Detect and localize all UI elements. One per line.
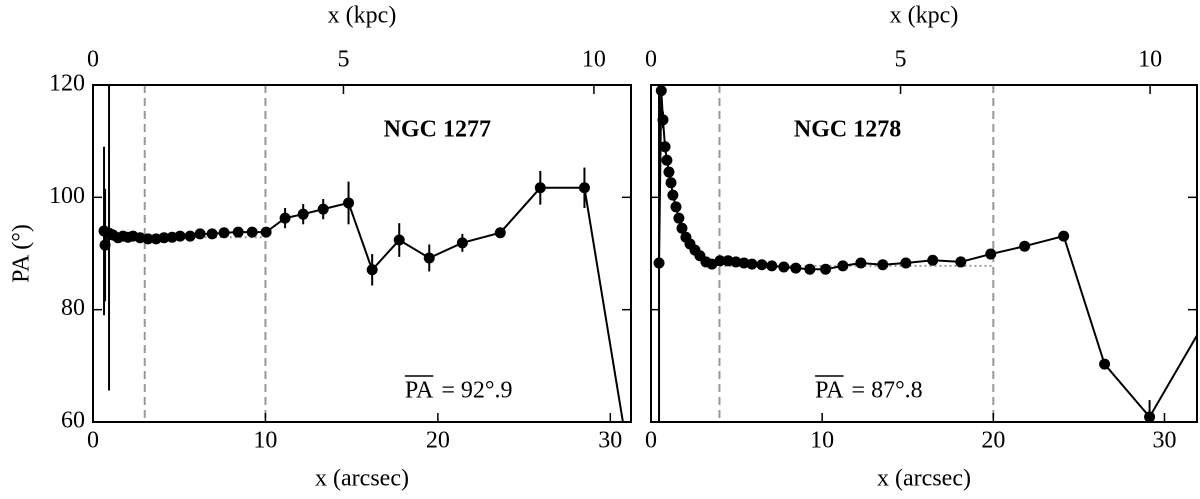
data-point [766,260,778,272]
data-point [673,212,685,224]
x-axis-label: x (arcsec) [877,466,971,492]
data-point [366,264,378,276]
x-tick-label: 10 [810,428,834,454]
data-point [142,233,154,245]
data-line [658,90,1197,419]
data-point [756,259,768,271]
data-point [456,237,468,249]
y-tick-label: 100 [49,183,85,209]
panel-title: NGC 1277 [384,117,491,143]
data-point [655,85,667,97]
mean-symbol: PA [405,378,434,404]
plot-area [653,85,1197,422]
x2-tick-label: 10 [1138,47,1162,73]
data-point [663,166,675,178]
data-point [746,258,758,270]
data-point [877,259,889,271]
data-point [665,177,677,189]
data-point [218,227,230,239]
mean-value: = 92°.9 [441,378,512,404]
data-point [1099,358,1111,370]
x-axis-label: x (arcsec) [315,466,409,492]
data-point [790,262,802,274]
data-point [1058,230,1070,242]
frame [650,84,1198,423]
data-point [1144,411,1156,422]
x-tick-label: 20 [426,428,450,454]
data-point [393,234,405,246]
data-point [279,212,291,224]
data-point [534,182,546,194]
data-point [676,222,688,234]
x2-tick-label: 5 [337,47,349,73]
y-tick-label: 80 [61,295,85,321]
data-point [837,260,849,272]
data-point [206,228,218,240]
x-tick-label: 0 [87,428,99,454]
data-line [103,186,624,422]
panel-title: NGC 1278 [794,117,901,143]
data-point [714,255,726,267]
data-point [494,227,506,239]
data-point [670,201,682,213]
data-point [927,254,939,266]
data-point [158,232,170,244]
data-point [667,189,679,201]
data-point [578,182,590,194]
data-point [423,252,435,264]
x2-axis-label: x (kpc) [328,3,397,29]
data-point [659,141,671,153]
data-point [99,239,111,251]
data-point [343,197,355,209]
mean-symbol: PA [815,378,844,404]
plot-area [98,85,633,456]
data-point [653,257,665,269]
data-point [194,228,206,240]
x-tick-label: 30 [1152,428,1176,454]
data-point [955,256,967,268]
data-point [661,154,673,166]
data-point [985,248,997,260]
frame [92,84,632,423]
y-tick-label: 60 [61,408,85,434]
data-point [317,203,329,215]
data-point [174,230,186,242]
data-point [622,445,633,456]
data-point [260,226,272,238]
x-tick-label: 20 [981,428,1005,454]
y-axis-label: PA (°) [9,224,35,283]
x2-tick-label: 5 [895,47,907,73]
data-point [232,226,244,238]
data-point [657,114,669,126]
data-point [900,257,912,269]
data-point [820,263,832,275]
x-tick-label: 30 [598,428,622,454]
x-tick-label: 0 [645,428,657,454]
y-tick-label: 120 [49,71,85,97]
data-point [297,208,309,220]
data-point [804,263,816,275]
data-point [855,257,867,269]
x2-tick-label: 10 [582,47,606,73]
data-point [246,226,258,238]
x2-axis-label: x (kpc) [890,3,959,29]
data-point [184,230,196,242]
x2-tick-label: 0 [87,47,99,73]
mean-value: = 87°.8 [852,378,923,404]
data-point [778,261,790,273]
data-point [730,256,742,268]
x-tick-label: 10 [253,428,277,454]
data-point [738,257,750,269]
data-point [1019,240,1031,252]
x2-tick-label: 0 [645,47,657,73]
